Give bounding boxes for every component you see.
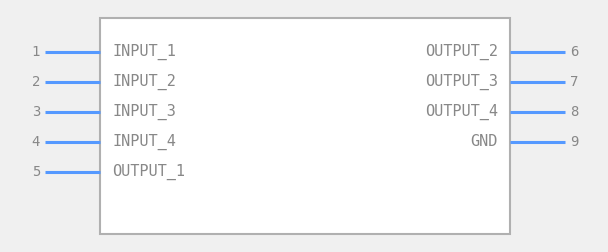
Text: 1: 1: [32, 45, 40, 59]
Text: 3: 3: [32, 105, 40, 119]
Text: 8: 8: [570, 105, 578, 119]
Bar: [100, 18, 510, 234]
Text: 7: 7: [570, 75, 578, 89]
Text: OUTPUT_4: OUTPUT_4: [425, 104, 498, 120]
Text: INPUT_3: INPUT_3: [112, 104, 176, 120]
Text: 5: 5: [32, 165, 40, 179]
Text: 4: 4: [32, 135, 40, 149]
Text: INPUT_1: INPUT_1: [112, 44, 176, 60]
Text: OUTPUT_2: OUTPUT_2: [425, 44, 498, 60]
Text: INPUT_4: INPUT_4: [112, 134, 176, 150]
Text: INPUT_2: INPUT_2: [112, 74, 176, 90]
Text: 2: 2: [32, 75, 40, 89]
Text: 6: 6: [570, 45, 578, 59]
Text: OUTPUT_3: OUTPUT_3: [425, 74, 498, 90]
Text: 9: 9: [570, 135, 578, 149]
Text: OUTPUT_1: OUTPUT_1: [112, 164, 185, 180]
Text: GND: GND: [471, 135, 498, 149]
